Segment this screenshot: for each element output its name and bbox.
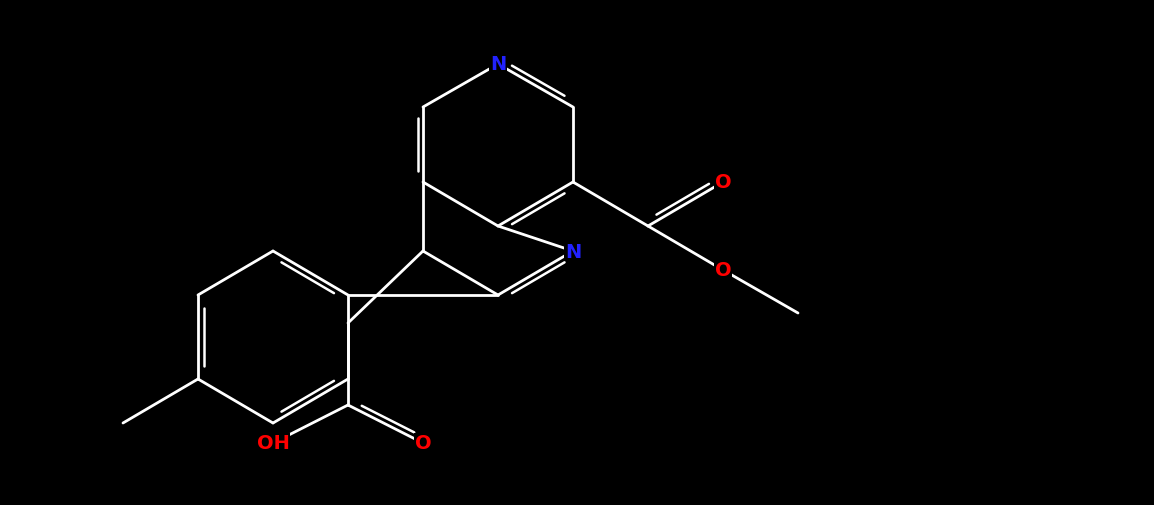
Text: OH: OH bbox=[256, 434, 290, 452]
Text: O: O bbox=[714, 173, 732, 192]
Text: O: O bbox=[414, 434, 432, 452]
Text: N: N bbox=[564, 242, 582, 261]
Text: N: N bbox=[490, 56, 507, 74]
Text: O: O bbox=[714, 261, 732, 280]
